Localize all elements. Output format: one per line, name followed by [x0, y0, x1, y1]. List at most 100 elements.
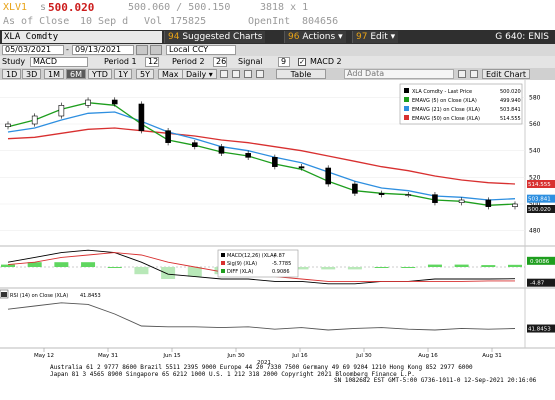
signal-field[interactable]: 9 [278, 57, 290, 67]
x-tick-label: May 31 [98, 353, 118, 359]
macd-bar [347, 267, 362, 270]
candle-body [5, 123, 11, 127]
rsi-tag-label: 41.8453 [528, 327, 551, 333]
y-tick-label: 580 [529, 94, 541, 101]
candle-style-icon[interactable] [244, 70, 252, 78]
security-code: XLV1 [3, 2, 28, 13]
macd-bar [481, 265, 496, 267]
currency-select[interactable]: Local CCY [166, 45, 236, 55]
openint-label: OpenInt [248, 16, 291, 27]
price-tag-label: 503.841 [528, 197, 551, 203]
candle-body [138, 103, 145, 131]
candle-body [432, 194, 438, 203]
x-tick-label: Jun 30 [226, 353, 245, 359]
candle-body [512, 203, 518, 207]
macd-bar [321, 267, 336, 270]
price-tag [527, 194, 555, 203]
period-6m-button[interactable]: 6M [66, 69, 86, 79]
calendar-icon[interactable] [150, 45, 162, 55]
price-tag [527, 205, 555, 213]
zoom-icon[interactable] [458, 70, 466, 78]
candle-body [352, 183, 358, 194]
rsi-legend-swatch [1, 292, 7, 297]
macd-line [7, 249, 516, 285]
frequency-select[interactable]: Daily ▾ [182, 69, 217, 79]
macd-bar [187, 267, 202, 277]
candle-body [378, 193, 385, 195]
price-tag-label: 514.555 [528, 182, 551, 188]
legend-swatch [404, 97, 409, 102]
macd-bar [54, 262, 69, 267]
macd-bar [107, 267, 122, 268]
macd-legend-label: DIFF (XLA) [227, 269, 253, 275]
macd2-checkbox[interactable]: ✓ [298, 58, 306, 66]
candle-body [58, 105, 65, 117]
date-separator: - [66, 45, 69, 54]
add-data-input[interactable]: Add Data [344, 69, 454, 79]
macd-tag [527, 256, 555, 265]
x-axis: May 12 May 31 Jun 15 Jun 30 Jul 16 Jul 30 Aug … [34, 348, 502, 366]
study-select[interactable]: MACD [30, 57, 88, 67]
y-tick-label: 480 [529, 228, 541, 235]
macd-legend-swatch [221, 261, 225, 265]
price-panel: 480 500 520 540 560 580 514.555 503.841 500.020 [5, 94, 555, 235]
macd-bar [401, 267, 416, 268]
signal-label: Signal [238, 57, 263, 66]
x-axis-year: 2021 [257, 360, 271, 366]
area-style-icon[interactable] [256, 70, 264, 78]
footer-line-1: Australia 61 2 9777 8600 Brazil 5511 239… [50, 364, 473, 371]
candle-body [405, 194, 412, 196]
period-ytd-button[interactable]: YTD [88, 69, 112, 79]
macd-bar [161, 267, 176, 279]
period-max-button[interactable]: Max [158, 69, 183, 79]
candle-body [218, 146, 225, 154]
macd-bar [508, 264, 522, 267]
calendar-icon[interactable] [136, 45, 148, 55]
edit-label: Edit [370, 32, 388, 42]
chevron-down-icon: ▾ [208, 70, 213, 79]
quote-header: XLV1 s 500.020 500.060 / 500.150 3818 x … [0, 0, 555, 30]
annotate-icon[interactable] [470, 70, 478, 78]
rsi-panel: RSI (14) on Close (XLA) 41.8453 41.8453 [0, 289, 555, 333]
ticker-input[interactable]: XLA Comdty [2, 31, 162, 43]
study-label: Study [2, 57, 26, 66]
y-tick-label: 500 [529, 201, 541, 208]
end-date-field[interactable]: 09/13/2021 [72, 45, 134, 55]
macd-bar [81, 262, 96, 267]
trade-size: 3818 x 1 [260, 2, 309, 13]
edit-number: 97 [356, 32, 368, 42]
price-tag [527, 180, 555, 188]
period1-label: Period 1 [104, 57, 137, 66]
period-1d-button[interactable]: 1D [2, 69, 22, 79]
candle-body [458, 199, 465, 203]
edit-button[interactable]: 97 Edit ▾ [352, 31, 399, 43]
period-1y-button[interactable]: 1Y [114, 69, 132, 79]
table-button[interactable]: Table [276, 69, 326, 79]
footer-contacts: Australia 61 2 9777 8600 Brazil 5511 239… [0, 364, 555, 400]
chart-area[interactable]: 480 500 520 540 560 580 514.555 503.841 500.020… [0, 80, 555, 400]
frequency-label: Daily [186, 70, 207, 79]
actions-number: 96 [288, 32, 300, 42]
x-tick-label: Jun 15 [162, 353, 181, 359]
start-date-field[interactable]: 05/03/2021 [2, 45, 64, 55]
rsi-legend-label: RSI (14) on Close (XLA) [10, 293, 68, 299]
last-price: 500.020 [48, 1, 95, 14]
period2-field[interactable]: 26 [213, 57, 227, 67]
macd-legend-label: Sig(9) (XLA) [227, 261, 257, 267]
candle-body [325, 167, 332, 185]
period1-field[interactable]: 12 [145, 57, 159, 67]
actions-label: Actions [302, 32, 336, 42]
period-3d-button[interactable]: 3D [22, 69, 42, 79]
line-style-icon[interactable] [220, 70, 228, 78]
bar-style-icon[interactable] [232, 70, 240, 78]
suggested-charts-button[interactable]: 94 Suggested Charts [164, 31, 266, 43]
candle-body [111, 99, 118, 105]
period-1m-button[interactable]: 1M [44, 69, 64, 79]
x-tick-label: May 12 [34, 353, 54, 359]
period-5y-button[interactable]: 5Y [136, 69, 154, 79]
actions-button[interactable]: 96 Actions ▾ [284, 31, 346, 43]
edit-chart-button[interactable]: Edit Chart [482, 69, 531, 79]
macd-bar [27, 262, 42, 267]
x-tick-label: Aug 31 [482, 353, 502, 359]
legend-value: 514.555 [500, 116, 521, 122]
